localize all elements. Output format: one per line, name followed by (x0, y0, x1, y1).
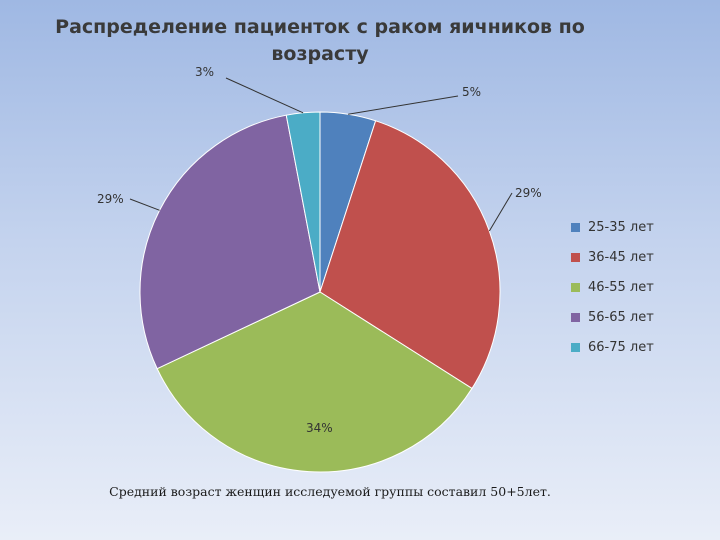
legend-item-1: 25-35 лет (571, 212, 654, 242)
legend-item-4: 56-65 лет (571, 302, 654, 332)
legend-swatch (571, 282, 580, 292)
legend-item-5: 66-75 лет (571, 332, 654, 362)
legend-label: 56-65 лет (588, 309, 654, 325)
legend-item-2: 36-45 лет (571, 242, 654, 272)
legend-item-3: 46-55 лет (571, 272, 654, 302)
leader-line-4 (129, 198, 160, 211)
legend-swatch (571, 342, 580, 352)
pie-slice-3 (156, 291, 473, 473)
leader-line-5 (225, 77, 304, 114)
slice-label-5: 3% (195, 65, 214, 79)
slice-label-2: 29% (515, 186, 542, 200)
leader-line-1 (348, 95, 459, 115)
legend-swatch (571, 312, 580, 322)
chart-title: Распределение пациенток с раком яичников… (55, 16, 585, 65)
leader-line-2 (488, 192, 513, 232)
chart-legend: 25-35 лет 36-45 лет 46-55 лет 56-65 лет 66-7… (571, 212, 654, 362)
slice-label-1: 5% (462, 85, 481, 99)
footnote: Средний возраст женщин исследуемой групп… (109, 484, 551, 499)
legend-swatch (571, 222, 580, 232)
slice-label-3: 34% (306, 421, 333, 435)
legend-label: 46-55 лет (588, 279, 654, 295)
legend-label: 66-75 лет (588, 339, 654, 355)
slice-label-4: 29% (97, 192, 124, 206)
legend-label: 25-35 лет (588, 219, 654, 235)
legend-label: 36-45 лет (588, 249, 654, 265)
pie-slice-2 (319, 120, 501, 390)
legend-swatch (571, 252, 580, 262)
